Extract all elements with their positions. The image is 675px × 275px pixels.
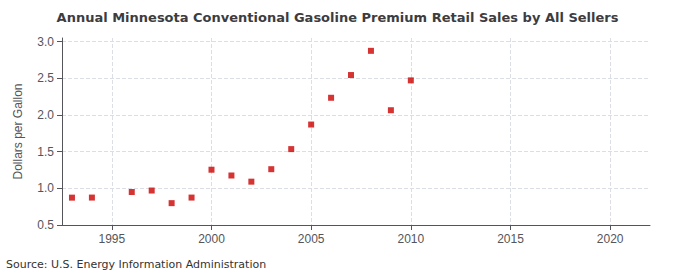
svg-text:2005: 2005 bbox=[298, 232, 325, 246]
svg-text:Dollars per Gallon: Dollars per Gallon bbox=[11, 83, 25, 179]
svg-text:2015: 2015 bbox=[497, 232, 524, 246]
svg-text:3.0: 3.0 bbox=[37, 35, 54, 49]
svg-text:2010: 2010 bbox=[397, 232, 424, 246]
svg-text:1995: 1995 bbox=[98, 232, 125, 246]
svg-text:Source: U.S. Energy Informatio: Source: U.S. Energy Information Administ… bbox=[6, 258, 266, 271]
svg-text:2020: 2020 bbox=[597, 232, 624, 246]
svg-text:2.5: 2.5 bbox=[37, 71, 54, 85]
svg-text:2000: 2000 bbox=[198, 232, 225, 246]
svg-text:1.0: 1.0 bbox=[37, 181, 54, 195]
svg-text:Annual Minnesota Conventional: Annual Minnesota Conventional Gasoline P… bbox=[57, 10, 619, 25]
svg-text:1.5: 1.5 bbox=[37, 145, 54, 159]
svg-text:2.0: 2.0 bbox=[37, 108, 54, 122]
svg-text:0.5: 0.5 bbox=[37, 218, 54, 232]
